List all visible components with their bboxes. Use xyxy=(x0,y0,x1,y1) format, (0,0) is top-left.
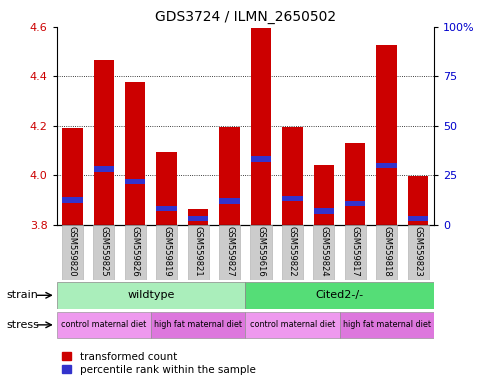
FancyBboxPatch shape xyxy=(62,225,83,280)
FancyBboxPatch shape xyxy=(345,225,366,280)
Bar xyxy=(345,143,365,225)
Text: GSM559817: GSM559817 xyxy=(351,226,360,277)
Bar xyxy=(408,176,428,225)
FancyBboxPatch shape xyxy=(188,225,209,280)
Bar xyxy=(125,179,145,184)
Bar xyxy=(94,166,114,172)
Text: wildtype: wildtype xyxy=(127,290,175,300)
Bar xyxy=(219,127,240,225)
Text: stress: stress xyxy=(6,320,39,330)
Text: strain: strain xyxy=(6,290,38,300)
FancyBboxPatch shape xyxy=(314,225,334,280)
Bar xyxy=(282,127,303,225)
FancyBboxPatch shape xyxy=(151,311,245,338)
Bar xyxy=(156,206,177,211)
FancyBboxPatch shape xyxy=(245,282,434,309)
Bar xyxy=(282,196,303,201)
FancyBboxPatch shape xyxy=(125,225,146,280)
Bar xyxy=(94,60,114,225)
Bar xyxy=(251,156,271,162)
Legend: transformed count, percentile rank within the sample: transformed count, percentile rank withi… xyxy=(62,352,255,375)
Bar xyxy=(62,197,83,203)
Text: control maternal diet: control maternal diet xyxy=(61,320,146,329)
Text: control maternal diet: control maternal diet xyxy=(250,320,335,329)
Bar xyxy=(314,166,334,225)
Text: GSM559616: GSM559616 xyxy=(256,226,266,277)
Bar xyxy=(377,162,397,168)
FancyBboxPatch shape xyxy=(250,225,272,280)
Text: GSM559824: GSM559824 xyxy=(319,226,328,277)
Text: GSM559818: GSM559818 xyxy=(382,226,391,277)
Text: GSM559825: GSM559825 xyxy=(99,226,108,277)
Bar xyxy=(62,128,83,225)
FancyBboxPatch shape xyxy=(282,225,303,280)
FancyBboxPatch shape xyxy=(408,225,428,280)
Text: Cited2-/-: Cited2-/- xyxy=(316,290,364,300)
Text: GSM559823: GSM559823 xyxy=(414,226,423,277)
Bar xyxy=(345,201,365,206)
FancyBboxPatch shape xyxy=(219,225,240,280)
Bar xyxy=(377,45,397,225)
FancyBboxPatch shape xyxy=(340,311,434,338)
Text: GSM559827: GSM559827 xyxy=(225,226,234,277)
Text: high fat maternal diet: high fat maternal diet xyxy=(154,320,242,329)
Text: GSM559820: GSM559820 xyxy=(68,226,77,277)
Text: GSM559819: GSM559819 xyxy=(162,226,171,277)
FancyBboxPatch shape xyxy=(93,225,114,280)
Bar xyxy=(314,209,334,214)
Title: GDS3724 / ILMN_2650502: GDS3724 / ILMN_2650502 xyxy=(155,10,336,25)
Bar xyxy=(125,83,145,225)
Bar xyxy=(188,216,209,221)
FancyBboxPatch shape xyxy=(57,282,245,309)
Text: high fat maternal diet: high fat maternal diet xyxy=(343,320,431,329)
FancyBboxPatch shape xyxy=(376,225,397,280)
FancyBboxPatch shape xyxy=(57,311,151,338)
Bar xyxy=(408,216,428,221)
Bar xyxy=(156,152,177,225)
Text: GSM559821: GSM559821 xyxy=(194,226,203,277)
FancyBboxPatch shape xyxy=(245,311,340,338)
FancyBboxPatch shape xyxy=(156,225,177,280)
Bar xyxy=(251,28,271,225)
Bar xyxy=(188,209,209,225)
Text: GSM559826: GSM559826 xyxy=(131,226,140,277)
Bar xyxy=(219,199,240,204)
Text: GSM559822: GSM559822 xyxy=(288,226,297,277)
